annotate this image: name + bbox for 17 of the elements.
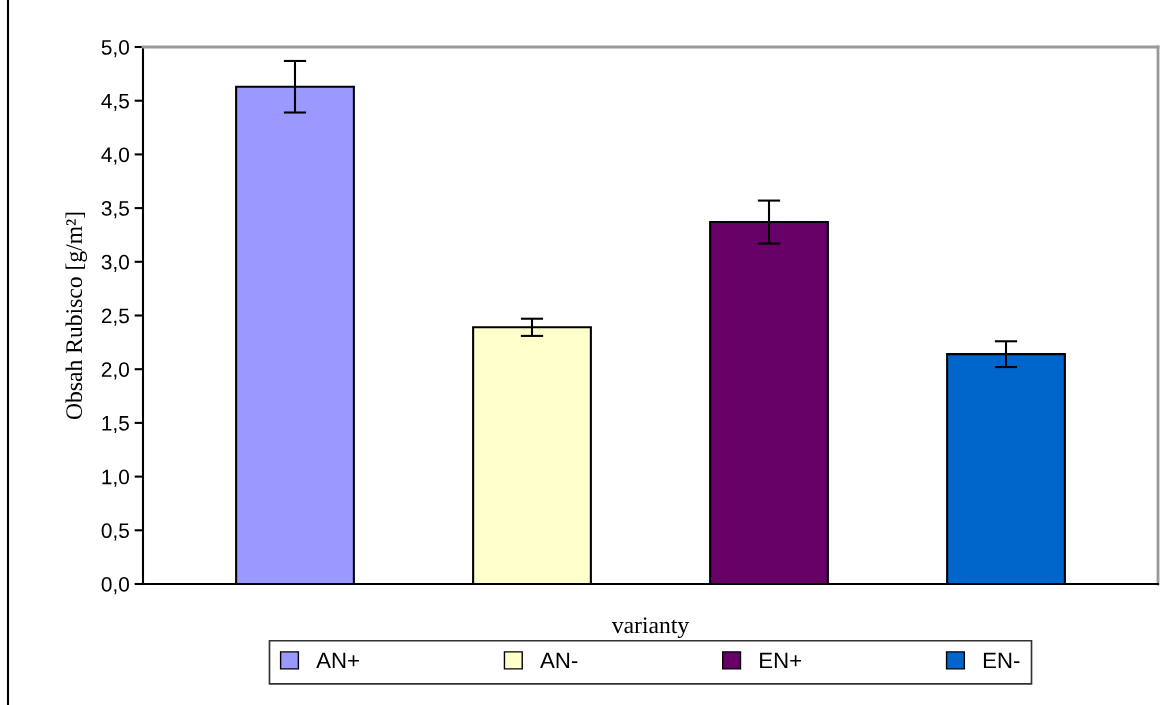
y-tick-label: 1,5 (102, 416, 129, 434)
y-axis-title: Obsah Rubisco [g/m²] (65, 212, 87, 420)
y-tick-label: 0,5 (101, 523, 129, 541)
x-axis-title: varianty (611, 617, 690, 639)
y-tick-label: 3,5 (101, 201, 129, 219)
legend-label: EN+ (760, 652, 802, 669)
y-tick-label: 2,5 (101, 308, 129, 326)
legend-label: EN- (983, 652, 1020, 669)
y-tick-label: 2,0 (101, 362, 129, 380)
y-tick-label: 0,0 (101, 577, 129, 595)
y-tick-label: 4,5 (101, 93, 129, 111)
y-tick-label: 1,0 (102, 469, 129, 487)
legend-label: AN- (540, 652, 578, 669)
y-tick-label: 5,0 (101, 40, 129, 58)
y-tick-label: 3,0 (101, 254, 129, 273)
y-tick-label: 4,0 (101, 147, 129, 165)
legend-label: AN+ (316, 652, 359, 669)
